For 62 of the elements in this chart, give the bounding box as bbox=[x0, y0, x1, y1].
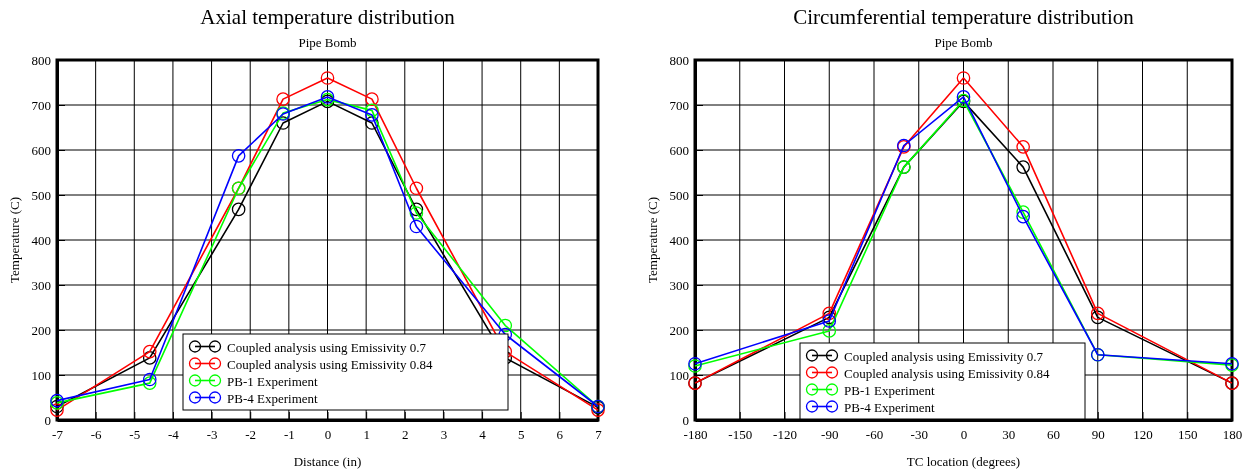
legend-label: PB-1 Experiment bbox=[844, 382, 936, 398]
x-tick-label: 4 bbox=[479, 427, 487, 443]
y-tick-label: 400 bbox=[31, 232, 51, 248]
x-tick-label: -120 bbox=[773, 427, 797, 443]
legend-label: Coupled analysis using Emissivity 0.7 bbox=[844, 348, 1044, 364]
x-tick-label: -1 bbox=[283, 427, 295, 443]
legend-label: PB-4 Experiment bbox=[844, 399, 936, 415]
y-tick-label: 0 bbox=[44, 412, 51, 428]
x-tick-label: 120 bbox=[1133, 427, 1153, 443]
x-axis-title: TC location (degrees) bbox=[906, 454, 1021, 469]
x-tick-label: -3 bbox=[206, 427, 218, 443]
x-tick-label: -4 bbox=[168, 427, 180, 443]
y-tick-label: 300 bbox=[31, 277, 51, 293]
y-tick-label: 300 bbox=[669, 277, 689, 293]
y-tick-label: 600 bbox=[31, 142, 51, 158]
x-tick-label: 90 bbox=[1091, 427, 1105, 443]
x-tick-label: -60 bbox=[865, 427, 884, 443]
x-tick-label: 3 bbox=[440, 427, 448, 443]
x-tick-label: -5 bbox=[129, 427, 141, 443]
x-tick-label: 0 bbox=[324, 427, 332, 443]
legend-label: Coupled analysis using Emissivity 0.7 bbox=[227, 339, 427, 355]
y-tick-label: 700 bbox=[669, 97, 689, 113]
x-tick-label: 60 bbox=[1047, 427, 1060, 443]
y-tick-label: 100 bbox=[31, 367, 51, 383]
y-axis-title: Temperature (C) bbox=[645, 196, 660, 284]
y-tick-label: 200 bbox=[669, 322, 689, 338]
x-tick-label: 1 bbox=[363, 427, 370, 443]
x-tick-label: -180 bbox=[683, 427, 708, 443]
x-axis-title: Distance (in) bbox=[293, 454, 362, 469]
x-tick-label: -150 bbox=[728, 427, 753, 443]
y-tick-label: 600 bbox=[669, 142, 689, 158]
x-tick-label: -6 bbox=[90, 427, 103, 443]
x-tick-label: -7 bbox=[52, 427, 64, 443]
chart-title: Circumferential temperature distribution bbox=[793, 5, 1135, 29]
y-tick-label: 200 bbox=[31, 322, 51, 338]
legend-label: PB-1 Experiment bbox=[227, 373, 319, 389]
chart-subtitle: Pipe Bomb bbox=[934, 35, 993, 50]
legend-label: PB-4 Experiment bbox=[227, 390, 319, 406]
x-tick-label: 30 bbox=[1002, 427, 1016, 443]
chart-title: Axial temperature distribution bbox=[200, 5, 456, 29]
x-tick-label: -2 bbox=[245, 427, 257, 443]
x-tick-label: 2 bbox=[402, 427, 409, 443]
chart-subtitle: Pipe Bomb bbox=[298, 35, 357, 50]
y-tick-label: 400 bbox=[669, 232, 689, 248]
y-tick-label: 800 bbox=[669, 52, 689, 68]
x-tick-label: 5 bbox=[517, 427, 525, 443]
y-tick-label: 700 bbox=[31, 97, 51, 113]
y-tick-label: 0 bbox=[682, 412, 689, 428]
legend-label: Coupled analysis using Emissivity 0.84 bbox=[227, 356, 433, 372]
y-tick-label: 100 bbox=[669, 367, 689, 383]
x-tick-label: 0 bbox=[960, 427, 968, 443]
x-tick-label: -30 bbox=[910, 427, 928, 443]
y-tick-label: 500 bbox=[669, 187, 689, 203]
x-tick-label: 180 bbox=[1222, 427, 1243, 443]
x-tick-label: 6 bbox=[556, 427, 564, 443]
y-axis-title: Temperature (C) bbox=[7, 196, 22, 284]
y-tick-label: 800 bbox=[31, 52, 51, 68]
legend-label: Coupled analysis using Emissivity 0.84 bbox=[844, 365, 1050, 381]
x-tick-label: 150 bbox=[1178, 427, 1198, 443]
x-tick-label: -90 bbox=[821, 427, 839, 443]
x-tick-label: 7 bbox=[595, 427, 603, 443]
y-tick-label: 500 bbox=[31, 187, 51, 203]
